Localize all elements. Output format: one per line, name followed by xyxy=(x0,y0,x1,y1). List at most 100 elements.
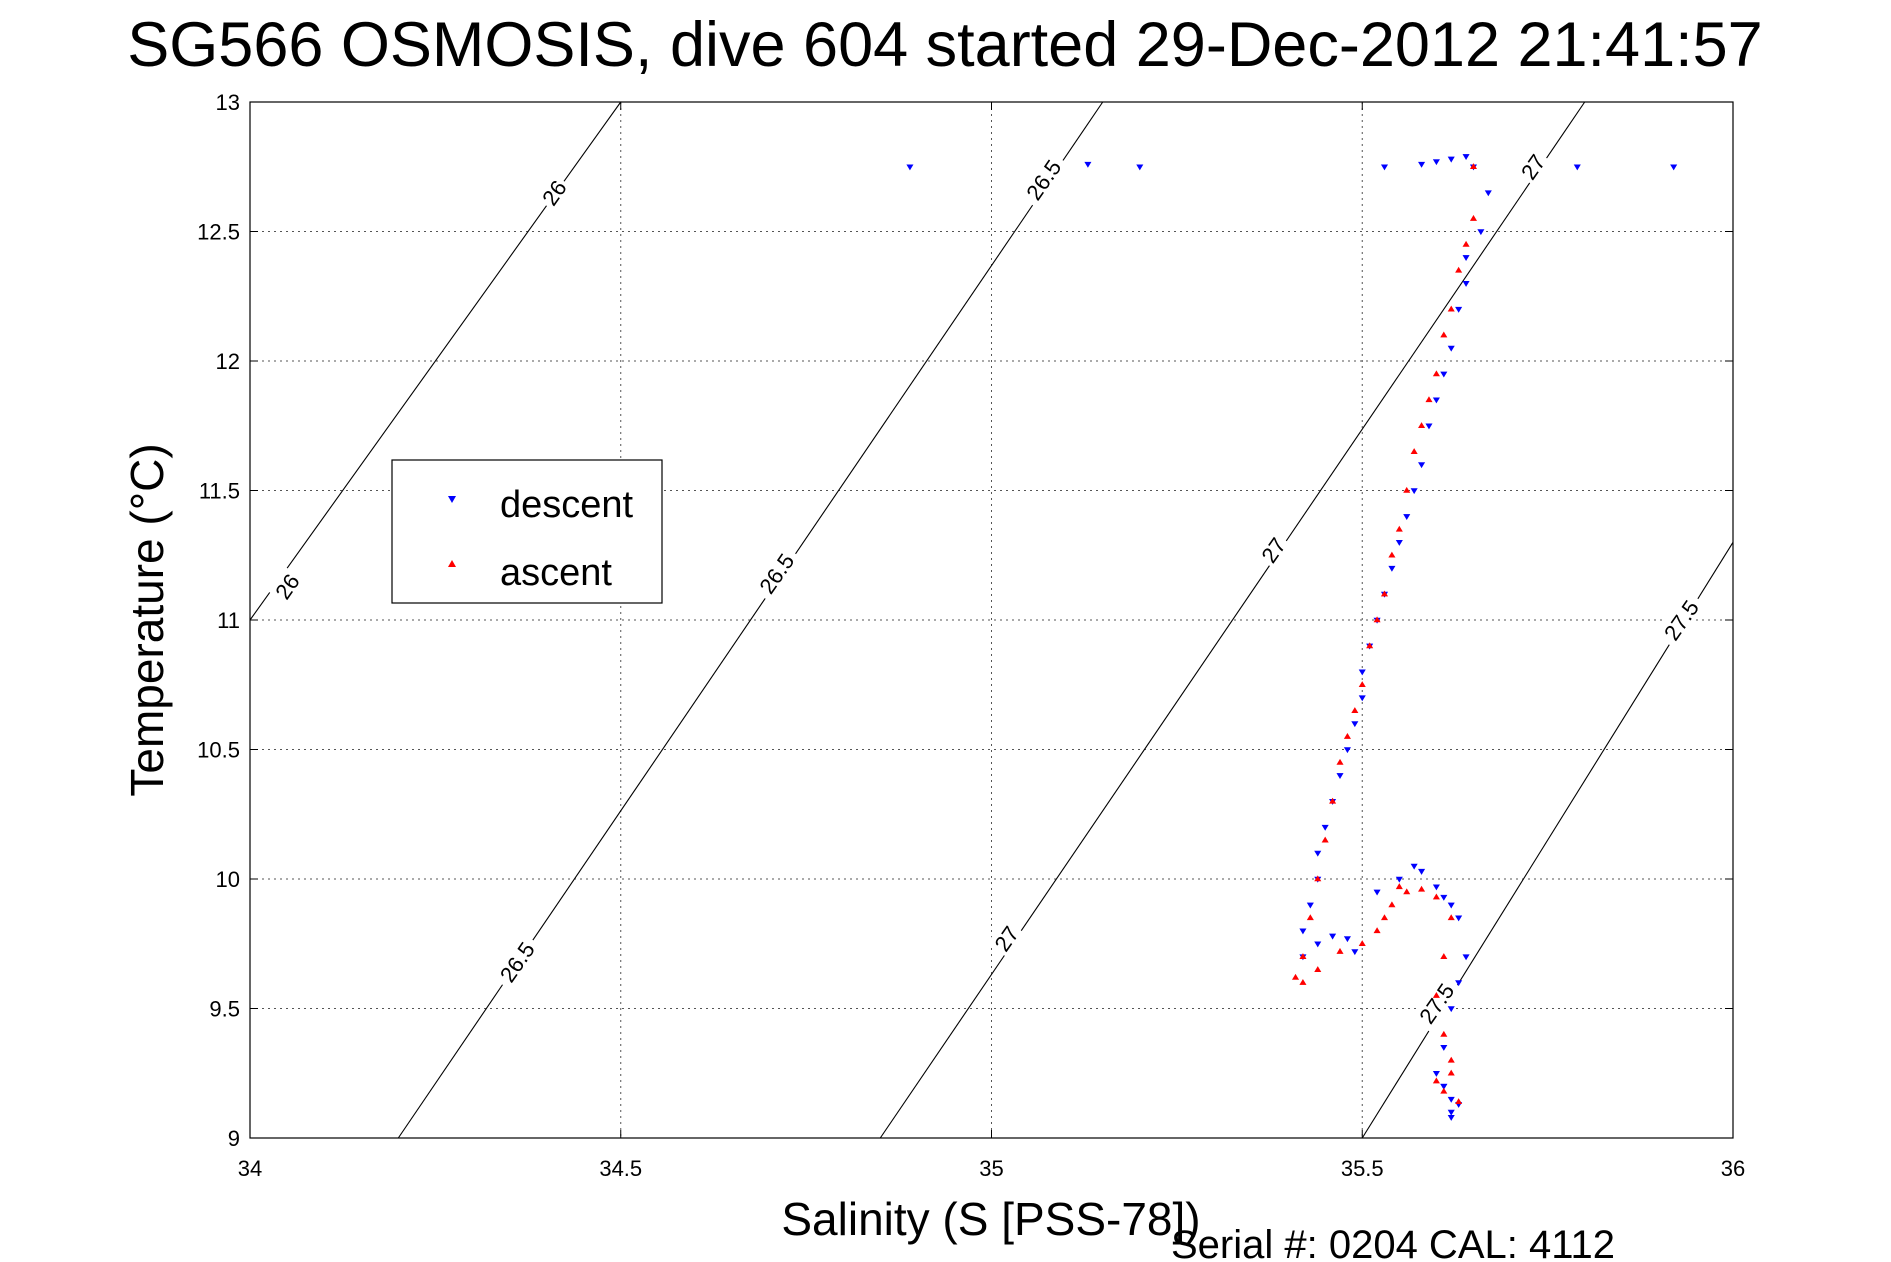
descent-point xyxy=(1306,902,1314,909)
contour-label-group: 27 xyxy=(1513,147,1550,186)
serial-footer: Serial #: 0204 CAL: 4112 xyxy=(1171,1223,1615,1262)
ascent-point xyxy=(1455,1098,1463,1105)
ascent-point xyxy=(1395,525,1403,532)
ascent-point xyxy=(1447,1069,1455,1076)
y-tick-label: 13 xyxy=(216,90,240,115)
descent-point xyxy=(1410,488,1418,495)
contour-label-group: 26 xyxy=(267,566,305,605)
y-tick-label: 12.5 xyxy=(197,220,240,245)
ascent-point xyxy=(1455,266,1463,273)
descent-point xyxy=(1343,936,1351,943)
ascent-point xyxy=(1440,1087,1448,1094)
ascent-point xyxy=(1314,875,1322,882)
descent-point xyxy=(1336,773,1344,779)
descent-point xyxy=(1440,371,1448,378)
descent-point xyxy=(1329,933,1337,940)
descent-point xyxy=(1447,1096,1455,1103)
contour-label-group: 26.5 xyxy=(750,543,801,602)
ascent-point xyxy=(1447,1056,1455,1063)
descent-point xyxy=(1314,850,1322,857)
ascent-point xyxy=(1410,448,1418,454)
ascent-point xyxy=(1447,914,1455,921)
descent-point xyxy=(1432,1070,1440,1077)
descent-point xyxy=(1462,954,1470,961)
contour-label-bg xyxy=(987,918,1024,958)
contour-label-group: 26.5 xyxy=(1017,150,1068,209)
descent-point xyxy=(1351,721,1359,728)
y-tick-labels: 9 9.5 10 10.5 11 11.5 12 12.5 13 xyxy=(197,90,240,1151)
y-tick-label: 11.5 xyxy=(199,479,240,504)
ascent-point xyxy=(1336,947,1344,954)
series-descent xyxy=(906,154,1678,1121)
contour-label-group: 27 xyxy=(987,918,1024,958)
descent-point xyxy=(1440,894,1448,901)
descent-point xyxy=(1447,345,1455,352)
descent-point xyxy=(1455,915,1463,922)
contour-line-27 xyxy=(879,101,1586,1139)
descent-point xyxy=(1447,1006,1455,1013)
ascent-point xyxy=(1366,642,1374,649)
descent-point xyxy=(1447,156,1455,163)
contour-label: 26 xyxy=(537,176,572,210)
x-tick-label: 35 xyxy=(979,1156,1003,1181)
descent-point xyxy=(1484,190,1492,197)
y-tick-label: 12 xyxy=(216,349,240,374)
y-axis-label: Temperature (°C) xyxy=(121,443,173,796)
legend-box xyxy=(391,459,663,604)
legend-marker-ascent xyxy=(448,560,456,567)
ascent-point xyxy=(1432,991,1440,998)
ascent-point xyxy=(1403,888,1411,895)
contour-label-bg xyxy=(267,566,305,605)
ascent-point xyxy=(1351,707,1359,713)
descent-point xyxy=(1440,1045,1448,1051)
ascent-point xyxy=(1418,885,1426,892)
descent-point xyxy=(1395,876,1403,883)
contour-label: 27 xyxy=(1256,533,1291,567)
ascent-point xyxy=(1329,797,1337,804)
descent-point xyxy=(1447,1114,1455,1121)
y-tick-label: 11 xyxy=(217,608,240,633)
contour-label: 26 xyxy=(270,569,305,603)
legend-label-ascent: ascent xyxy=(500,552,612,594)
ascent-point xyxy=(1432,893,1440,900)
contour-label-group: 26.5 xyxy=(490,932,542,991)
descent-point xyxy=(1432,159,1440,166)
descent-point xyxy=(1410,863,1418,870)
contour-label-bg xyxy=(750,543,801,602)
ascent-point xyxy=(1388,901,1396,908)
ascent-point xyxy=(1432,1077,1440,1084)
descent-point xyxy=(1455,306,1463,313)
series-ascent xyxy=(1291,163,1477,1105)
ascent-point xyxy=(1291,973,1300,980)
chart-title: SG566 OSMOSIS, dive 604 started 29-Dec-2… xyxy=(127,10,1762,80)
ascent-point xyxy=(1462,240,1470,247)
x-tick-label: 34.5 xyxy=(599,1156,642,1181)
ascent-point xyxy=(1418,422,1426,429)
ascent-point xyxy=(1469,163,1477,170)
legend-label-descent: descent xyxy=(500,484,634,526)
descent-point xyxy=(906,164,914,171)
data-series xyxy=(906,154,1678,1121)
contour-label-group: 27 xyxy=(1254,530,1291,569)
descent-point xyxy=(1432,397,1440,404)
ascent-point xyxy=(1299,953,1307,959)
ascent-point xyxy=(1314,966,1322,972)
descent-point xyxy=(1573,164,1581,171)
descent-point xyxy=(1418,868,1426,875)
descent-point xyxy=(1462,281,1470,287)
contour-label-bg xyxy=(1017,150,1068,209)
descent-point xyxy=(1403,514,1411,520)
x-axis-label: Salinity (S [PSS-78]) xyxy=(781,1193,1200,1245)
contour-label-bg xyxy=(1254,530,1291,569)
descent-point xyxy=(1373,889,1381,896)
contour-label-group: 27.5 xyxy=(1410,973,1461,1032)
ascent-point xyxy=(1388,551,1396,558)
descent-point xyxy=(1670,164,1678,171)
descent-point xyxy=(1343,747,1351,754)
y-tick-label: 9 xyxy=(228,1126,240,1151)
x-tick-label: 36 xyxy=(1721,1156,1745,1181)
ascent-point xyxy=(1358,940,1366,947)
contour-label-bg xyxy=(534,172,572,212)
descent-point xyxy=(1388,565,1396,572)
ascent-point xyxy=(1299,979,1307,985)
